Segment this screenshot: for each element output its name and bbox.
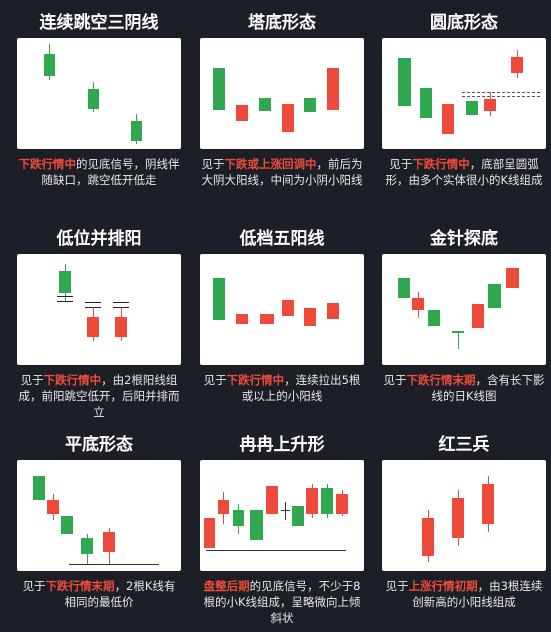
chart-panel: [200, 460, 364, 571]
base-line: [206, 550, 346, 551]
resistance-line: [462, 96, 540, 97]
pattern-description: 见于下跌或上涨回调中，前后为大阴大阳线，中间为小阴小阳线: [201, 157, 363, 187]
pattern-description: 见于下跌行情中，底部呈圆弧形，由多个实体很小的K线组成: [385, 157, 543, 187]
pattern-title: 低档五阳线: [239, 229, 325, 249]
pattern-title: 金针探底: [430, 229, 498, 249]
pattern-description: 见于下跌行情末期，2根K线有相同的最低价: [22, 579, 176, 609]
chart-panel: [382, 254, 546, 365]
chart-panel: [382, 460, 546, 571]
gap-marker: [113, 302, 129, 303]
pattern-description: 见于上涨行情初期，由3根连续创新高的小阳线组成: [385, 579, 543, 609]
pattern-title: 低位并排阳: [56, 229, 142, 249]
pattern-title: 圆底形态: [430, 13, 498, 33]
chart-panel: [382, 38, 546, 149]
gap-marker: [85, 302, 101, 303]
pattern-description: 盘整后期的见底信号，不少于8根的小K线组成，呈略微向上倾斜状: [203, 579, 361, 625]
pattern-description: 见于下跌行情中，由2根阳线组成，前阳跳空低开，后阳并排而立: [18, 373, 180, 419]
gap-marker: [57, 296, 73, 297]
pattern-title: 塔底形态: [248, 13, 316, 33]
pattern-title: 连续跳空三阴线: [39, 13, 159, 33]
pattern-title: 红三兵: [438, 435, 490, 455]
pattern-description: 见于下跌行情中，连续拉出5根或以上的小阳线: [203, 373, 361, 403]
support-line: [69, 564, 159, 565]
pattern-title: 冉冉上升形: [239, 435, 325, 455]
chart-panel: [17, 460, 181, 571]
gap-marker: [57, 301, 73, 302]
chart-panel: [17, 38, 181, 149]
chart-panel: [200, 38, 364, 149]
pattern-title: 平底形态: [65, 435, 133, 455]
pattern-description: 见于下跌行情末期，含有长下影线的日K线图: [383, 373, 545, 403]
resistance-line: [462, 92, 540, 93]
chart-panel: [17, 254, 181, 365]
chart-panel: [200, 254, 364, 365]
pattern-description: 下跌行情中的见底信号，阴线伴随缺口，跳空低开低走: [18, 157, 180, 187]
